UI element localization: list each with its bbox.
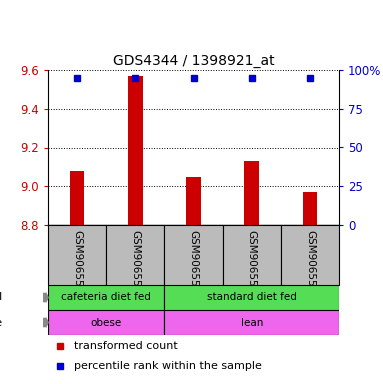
- Bar: [48, 225, 106, 285]
- Bar: [48, 285, 164, 310]
- Text: GSM906558: GSM906558: [247, 230, 257, 293]
- Title: GDS4344 / 1398921_at: GDS4344 / 1398921_at: [113, 54, 274, 68]
- Bar: [186, 177, 201, 225]
- Bar: [164, 225, 223, 285]
- Bar: [48, 310, 164, 335]
- Text: transformed count: transformed count: [74, 341, 178, 351]
- Text: obese: obese: [90, 318, 122, 328]
- Bar: [70, 171, 84, 225]
- Text: protocol: protocol: [0, 293, 2, 303]
- Bar: [223, 225, 281, 285]
- Text: GSM906555: GSM906555: [72, 230, 82, 293]
- Text: percentile rank within the sample: percentile rank within the sample: [74, 361, 262, 371]
- Text: GSM906557: GSM906557: [188, 230, 198, 293]
- Bar: [303, 192, 317, 225]
- Bar: [164, 285, 339, 310]
- Bar: [106, 225, 164, 285]
- Text: standard diet fed: standard diet fed: [207, 293, 297, 303]
- Text: GSM906559: GSM906559: [305, 230, 315, 293]
- Bar: [281, 225, 339, 285]
- Bar: [244, 161, 259, 225]
- Text: cafeteria diet fed: cafeteria diet fed: [61, 293, 151, 303]
- Bar: [128, 76, 142, 225]
- Text: GSM906556: GSM906556: [130, 230, 140, 293]
- Text: lean: lean: [241, 318, 263, 328]
- Text: disease state: disease state: [0, 318, 2, 328]
- Bar: [164, 310, 339, 335]
